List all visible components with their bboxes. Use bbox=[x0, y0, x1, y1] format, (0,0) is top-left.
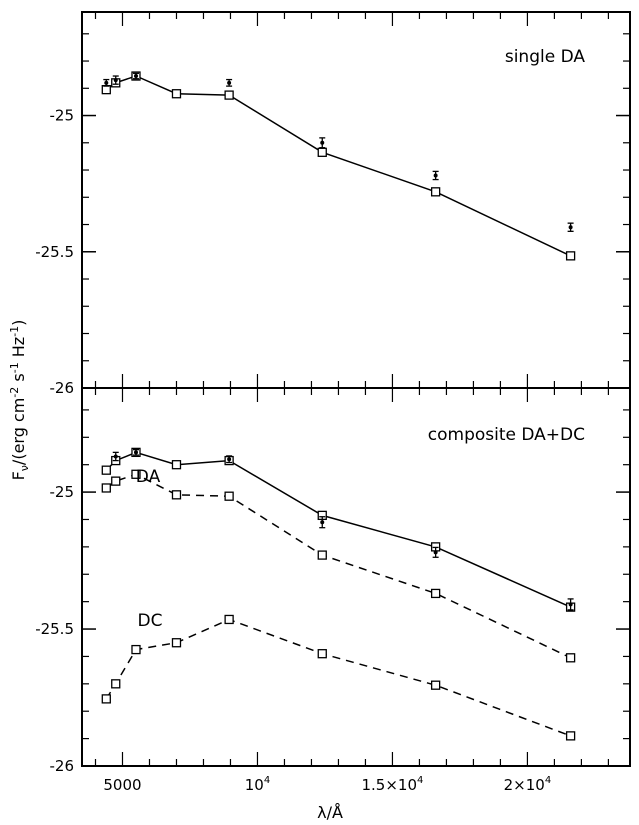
model-point bbox=[224, 90, 234, 100]
observed-point bbox=[104, 80, 109, 85]
model-point bbox=[430, 680, 441, 690]
model-point bbox=[317, 649, 327, 659]
panel-bottom: -26 -25.5 -25 bbox=[35, 387, 631, 775]
y-axis-label: Fν/(erg cm-2 s-1 Hz-1) bbox=[8, 320, 31, 481]
y-tick-label: -25.5 bbox=[35, 243, 74, 261]
model-point bbox=[565, 653, 576, 663]
model-point bbox=[430, 588, 441, 599]
observed-point bbox=[320, 140, 325, 145]
panel-frame-top bbox=[81, 11, 631, 389]
y-tick-label: -25 bbox=[50, 483, 75, 501]
y-tick-label: -25 bbox=[50, 107, 75, 125]
x-tick-label: 104 bbox=[245, 775, 270, 794]
series-line-top-0 bbox=[105, 75, 571, 257]
observed-point bbox=[568, 602, 573, 607]
model-point bbox=[565, 731, 576, 741]
label-dc-series: DC bbox=[138, 611, 163, 631]
observed-point bbox=[568, 225, 573, 230]
series-line-bottom-2 bbox=[105, 618, 571, 737]
panel-top: -26 -25.5 -25 bbox=[35, 11, 631, 397]
label-da-series: DA bbox=[136, 467, 161, 487]
observed-point bbox=[133, 450, 138, 455]
model-point bbox=[224, 614, 234, 625]
model-point bbox=[101, 85, 111, 95]
model-point bbox=[171, 638, 182, 648]
annotation-single-da: single DA bbox=[505, 47, 586, 67]
x-axis: 5000 104 1.5×104 2×104 bbox=[103, 775, 551, 794]
model-point bbox=[171, 490, 182, 500]
series-line-bottom-1 bbox=[105, 473, 571, 659]
model-point bbox=[317, 147, 327, 157]
observed-point bbox=[227, 457, 232, 462]
model-point bbox=[101, 483, 111, 493]
model-point bbox=[171, 460, 182, 470]
model-point bbox=[565, 251, 576, 261]
observed-point bbox=[433, 173, 438, 178]
model-point bbox=[101, 694, 111, 704]
x-tick-label: 5000 bbox=[103, 776, 141, 794]
model-point bbox=[131, 644, 141, 655]
observed-point bbox=[433, 550, 438, 555]
observed-point bbox=[227, 80, 232, 85]
x-tick-label: 1.5×104 bbox=[361, 775, 423, 794]
observed-point bbox=[133, 74, 138, 79]
model-point bbox=[101, 465, 111, 475]
observed-point bbox=[320, 520, 325, 525]
observed-point bbox=[113, 78, 118, 83]
x-axis-label: λ/Å bbox=[317, 803, 343, 822]
model-point bbox=[224, 491, 234, 501]
observed-point bbox=[113, 454, 118, 459]
y-tick-label: -26 bbox=[50, 379, 75, 397]
series-line-bottom-0 bbox=[105, 451, 571, 608]
y-tick-label: -25.5 bbox=[35, 620, 74, 638]
model-point bbox=[131, 469, 141, 479]
y-tick-label: -26 bbox=[50, 757, 75, 775]
model-point bbox=[430, 187, 441, 197]
model-point bbox=[317, 550, 327, 560]
annotation-composite: composite DA+DC bbox=[428, 425, 585, 445]
model-point bbox=[111, 679, 121, 689]
panel-frame-bottom bbox=[81, 387, 631, 767]
x-tick-label: 2×104 bbox=[504, 775, 552, 794]
model-point bbox=[171, 89, 182, 99]
model-point bbox=[111, 476, 121, 486]
